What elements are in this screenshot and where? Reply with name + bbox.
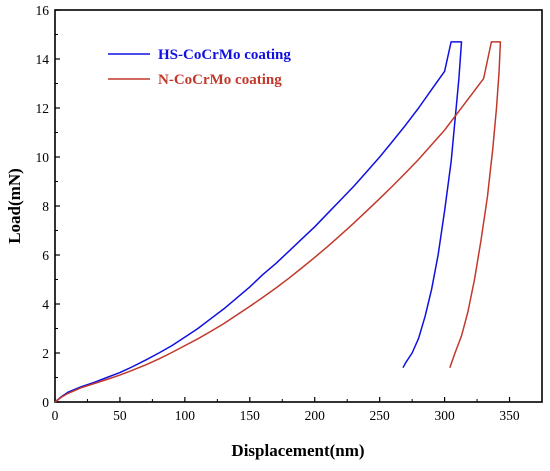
plot-frame <box>54 9 543 403</box>
x-tick-label: 50 <box>113 408 127 423</box>
y-tick-label: 4 <box>42 297 49 312</box>
x-tick-label: 0 <box>52 408 59 423</box>
y-tick-label: 6 <box>42 248 49 263</box>
y-axis-ticks: 0 2 4 6 8 10 12 14 16 <box>36 3 60 410</box>
y-tick-label: 10 <box>36 150 50 165</box>
legend-label-hs: HS-CoCrMo coating <box>158 47 291 63</box>
legend-label-n: N-CoCrMo coating <box>158 72 282 88</box>
series-line-n-cocrmo <box>54 41 502 403</box>
x-tick-label: 200 <box>305 408 326 423</box>
y-tick-label: 12 <box>36 101 50 116</box>
x-tick-label: 350 <box>499 408 520 423</box>
x-tick-label: 300 <box>434 408 455 423</box>
y-tick-label: 0 <box>42 395 49 410</box>
x-tick-label: 100 <box>175 408 196 423</box>
series-line-hs-cocrmo <box>54 41 463 403</box>
y-axis-title: Load(mN) <box>5 168 24 244</box>
legend: HS-CoCrMo coating N-CoCrMo coating <box>108 47 291 88</box>
y-tick-label: 2 <box>42 346 49 361</box>
x-tick-label: 150 <box>240 408 261 423</box>
y-tick-label: 14 <box>36 52 50 67</box>
x-axis-title: Displacement(nm) <box>231 441 364 460</box>
x-tick-label: 250 <box>370 408 391 423</box>
y-tick-label: 8 <box>42 199 49 214</box>
x-axis-ticks: 0 50 100 150 200 250 300 350 <box>52 397 520 423</box>
series-layer <box>54 41 502 403</box>
y-tick-label: 16 <box>36 3 50 18</box>
